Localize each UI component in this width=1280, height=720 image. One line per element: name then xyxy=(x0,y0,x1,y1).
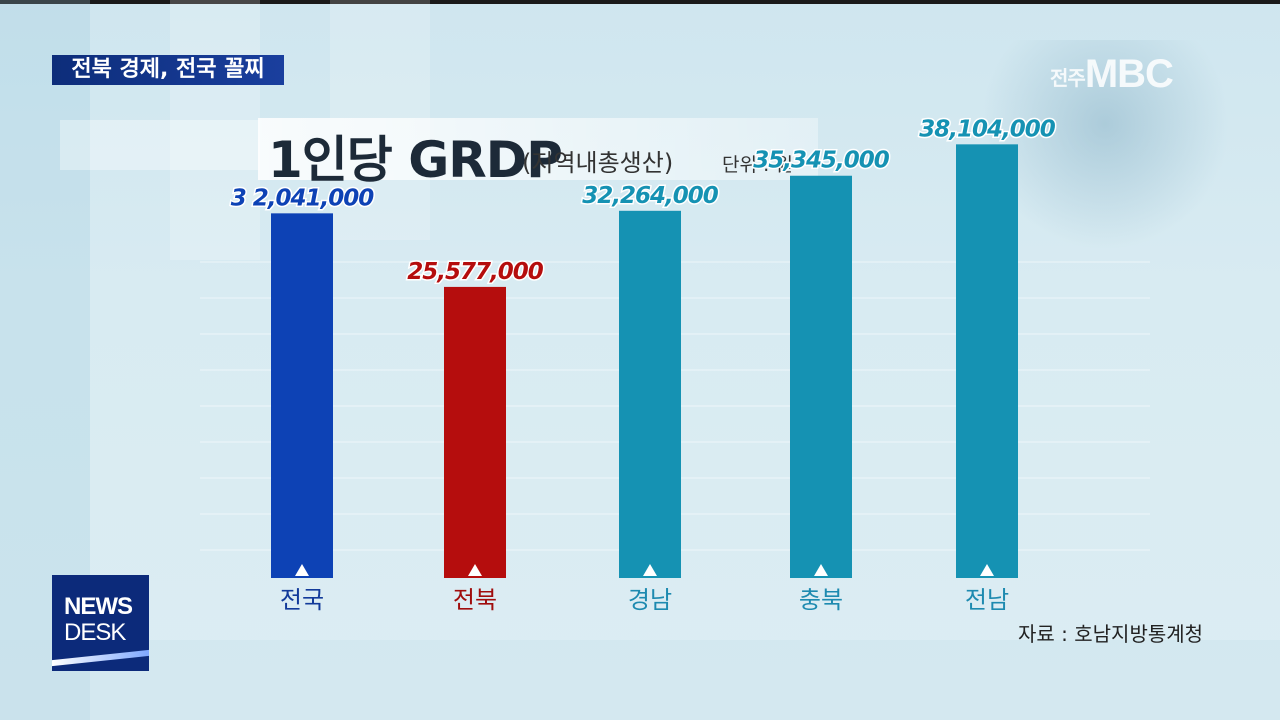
value-label-4: 38,104,000 xyxy=(919,116,1055,142)
category-label-2: 경남 xyxy=(628,586,672,614)
bar-1 xyxy=(444,286,506,578)
logo-prefix: 전주 xyxy=(1050,67,1086,90)
source-note: 자료 : 호남지방통계청 xyxy=(1018,622,1204,646)
value-label-3: 35,345,000 xyxy=(753,148,889,174)
news-desk-stripe xyxy=(52,649,149,667)
bar-3 xyxy=(790,175,852,578)
category-label-0: 전국 xyxy=(280,586,324,614)
bar-4 xyxy=(956,144,1018,578)
category-label-3: 충북 xyxy=(799,586,843,614)
person-figure-image xyxy=(980,40,1230,250)
broadcaster-logo: 전주MBC xyxy=(1050,52,1174,97)
chart-title: 1인당 GRDP xyxy=(268,131,563,189)
background-panel xyxy=(0,640,1280,720)
news-desk-line2: DESK xyxy=(64,619,126,646)
bar-marker-3 xyxy=(814,564,828,576)
title-strip xyxy=(258,118,818,180)
chart-subtitle: (지역내총생산) xyxy=(522,149,674,177)
bar-2 xyxy=(619,210,681,579)
bar-marker-2 xyxy=(643,564,657,576)
background-panel xyxy=(60,120,260,170)
headline-caption: 전북 경제, 전국 꼴찌 xyxy=(52,55,284,85)
top-border xyxy=(0,0,1280,4)
news-desk-logo: NEWS DESK xyxy=(52,575,149,671)
category-label-1: 전북 xyxy=(453,586,497,614)
news-desk-line1: NEWS xyxy=(64,593,133,620)
bar-0 xyxy=(271,213,333,579)
logo-brand: MBC xyxy=(1084,52,1174,96)
bar-marker-0 xyxy=(295,564,309,576)
chart-unit: 단위 : 원 xyxy=(722,154,793,176)
category-label-4: 전남 xyxy=(965,586,1009,614)
bar-marker-1 xyxy=(468,564,482,576)
value-label-1: 25,577,000 xyxy=(407,259,543,285)
bar-marker-4 xyxy=(980,564,994,576)
background-panel xyxy=(170,0,260,260)
value-label-0: 3 2,041,000 xyxy=(231,185,375,211)
value-label-2: 32,264,000 xyxy=(582,183,718,209)
